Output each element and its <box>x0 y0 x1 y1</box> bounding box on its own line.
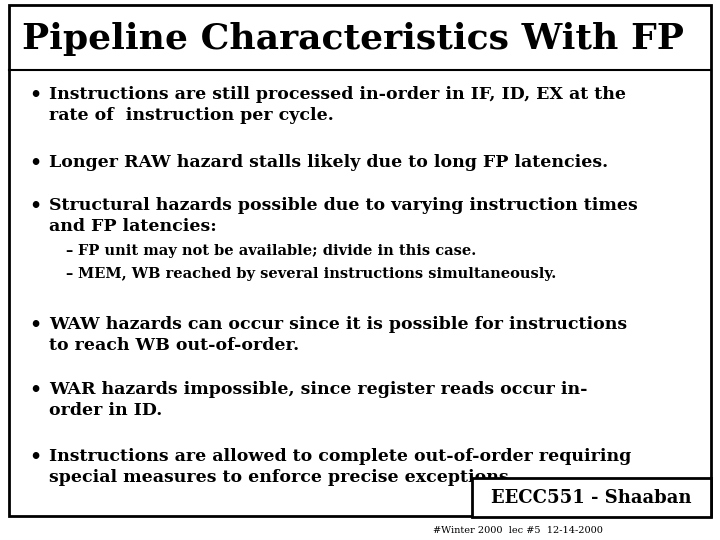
Text: WAW hazards can occur since it is possible for instructions
to reach WB out-of-o: WAW hazards can occur since it is possib… <box>49 316 627 354</box>
Text: #Winter 2000  lec #5  12-14-2000: #Winter 2000 lec #5 12-14-2000 <box>433 526 603 535</box>
Text: FP unit may not be available; divide in this case.: FP unit may not be available; divide in … <box>78 244 476 258</box>
Text: EECC551 - Shaaban: EECC551 - Shaaban <box>491 489 691 507</box>
FancyBboxPatch shape <box>472 478 711 517</box>
Text: Structural hazards possible due to varying instruction times
and FP latencies:: Structural hazards possible due to varyi… <box>49 197 638 235</box>
Text: •: • <box>29 86 41 104</box>
Text: –: – <box>65 267 72 281</box>
FancyBboxPatch shape <box>9 5 711 516</box>
Text: •: • <box>29 381 41 399</box>
Text: •: • <box>29 197 41 215</box>
Text: •: • <box>29 316 41 334</box>
Text: Instructions are allowed to complete out-of-order requiring
special measures to : Instructions are allowed to complete out… <box>49 448 631 486</box>
Text: Instructions are still processed in-order in IF, ID, EX at the
rate of  instruct: Instructions are still processed in-orde… <box>49 86 626 124</box>
Text: MEM, WB reached by several instructions simultaneously.: MEM, WB reached by several instructions … <box>78 267 556 281</box>
Text: –: – <box>65 244 72 258</box>
Text: Pipeline Characteristics With FP: Pipeline Characteristics With FP <box>22 22 683 56</box>
Text: WAR hazards impossible, since register reads occur in-
order in ID.: WAR hazards impossible, since register r… <box>49 381 588 418</box>
Text: Longer RAW hazard stalls likely due to long FP latencies.: Longer RAW hazard stalls likely due to l… <box>49 154 608 171</box>
Text: •: • <box>29 448 41 466</box>
Text: •: • <box>29 154 41 172</box>
